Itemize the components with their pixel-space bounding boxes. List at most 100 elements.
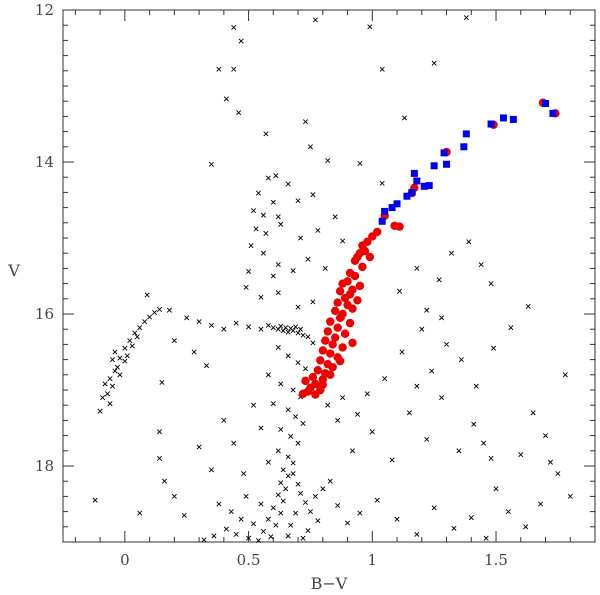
y-tick-label: 16 bbox=[35, 305, 54, 323]
circle-point bbox=[395, 222, 404, 231]
cross-point bbox=[181, 512, 187, 518]
cross-point bbox=[322, 265, 328, 271]
cross-point bbox=[156, 429, 163, 435]
cross-point bbox=[325, 402, 331, 408]
cross-point bbox=[263, 131, 269, 137]
cross-point bbox=[468, 515, 474, 521]
cross-point bbox=[137, 325, 143, 331]
circle-point bbox=[368, 232, 377, 241]
x-tick-label: 1 bbox=[368, 551, 378, 569]
cross-point bbox=[270, 273, 276, 279]
cross-point bbox=[302, 366, 309, 372]
cross-point bbox=[241, 471, 247, 477]
x-axis-label: B−V bbox=[311, 574, 348, 593]
cross-point bbox=[374, 497, 380, 503]
circle-point bbox=[335, 287, 345, 296]
cross-point bbox=[275, 344, 281, 350]
cross-point bbox=[246, 268, 252, 274]
square-point bbox=[499, 114, 507, 122]
cross-point bbox=[439, 395, 445, 401]
square-point bbox=[460, 143, 468, 151]
cross-point bbox=[156, 455, 163, 461]
cross-point bbox=[270, 505, 276, 511]
cross-point bbox=[201, 537, 207, 543]
cross-point bbox=[196, 444, 202, 450]
cross-point bbox=[233, 320, 239, 326]
cross-point bbox=[265, 459, 271, 465]
cross-point bbox=[307, 144, 313, 150]
circle-point bbox=[321, 336, 330, 345]
cross-point bbox=[191, 349, 197, 355]
cross-point bbox=[332, 214, 338, 220]
circle-point bbox=[318, 380, 328, 389]
cross-point bbox=[268, 534, 274, 540]
x-tick-labels: 0 0.5 1 1.5 bbox=[120, 551, 508, 569]
cross-point bbox=[471, 421, 477, 427]
cross-point bbox=[295, 440, 301, 446]
cross-point bbox=[444, 341, 450, 347]
cross-point bbox=[508, 325, 514, 331]
cross-point bbox=[231, 440, 237, 446]
square-point bbox=[425, 182, 433, 190]
cross-point bbox=[258, 294, 264, 300]
cross-point bbox=[305, 256, 311, 262]
cross-point bbox=[340, 395, 346, 401]
cross-point bbox=[278, 510, 284, 516]
y-tick-labels: 12 14 16 18 bbox=[35, 1, 54, 475]
y-tick-label: 14 bbox=[35, 153, 54, 171]
cross-point bbox=[310, 299, 316, 305]
circle-point bbox=[298, 389, 308, 398]
cross-point bbox=[369, 429, 375, 435]
cross-point bbox=[290, 387, 296, 393]
cross-point bbox=[251, 521, 257, 527]
cross-point bbox=[260, 250, 266, 256]
cross-point bbox=[100, 395, 106, 401]
cross-point bbox=[273, 522, 279, 528]
cross-point bbox=[246, 535, 252, 541]
cross-point bbox=[302, 499, 309, 505]
cross-point bbox=[478, 262, 484, 268]
cross-point bbox=[278, 427, 284, 433]
cross-point bbox=[124, 353, 130, 359]
cross-point bbox=[275, 290, 281, 296]
circle-point bbox=[355, 281, 365, 291]
cross-point bbox=[231, 24, 237, 30]
axis-ticks bbox=[63, 9, 596, 543]
cross-point bbox=[270, 199, 276, 205]
circle-point bbox=[308, 372, 318, 382]
data-points bbox=[92, 15, 573, 543]
circle-point bbox=[335, 313, 345, 322]
cross-point bbox=[315, 227, 321, 233]
cross-point bbox=[97, 408, 103, 414]
circle-point bbox=[338, 279, 347, 288]
cross-point bbox=[414, 531, 420, 537]
cross-point bbox=[238, 516, 244, 522]
cross-point bbox=[419, 326, 425, 332]
cross-point bbox=[367, 24, 373, 30]
cross-point bbox=[298, 490, 304, 496]
cross-point bbox=[298, 235, 304, 241]
cross-point bbox=[448, 250, 455, 256]
cross-point bbox=[320, 486, 326, 492]
square-point bbox=[542, 99, 550, 107]
cross-point bbox=[258, 501, 264, 507]
cross-point bbox=[265, 322, 271, 328]
cross-point bbox=[265, 175, 271, 181]
cross-point bbox=[285, 454, 291, 460]
cross-point bbox=[114, 364, 120, 370]
circle-point bbox=[323, 327, 332, 336]
cross-point bbox=[288, 433, 294, 439]
cross-point bbox=[463, 15, 469, 21]
cross-point bbox=[132, 330, 138, 336]
cross-point bbox=[211, 533, 217, 539]
square-point bbox=[381, 207, 389, 215]
cross-point bbox=[105, 391, 111, 397]
cross-point bbox=[290, 268, 296, 274]
cross-point bbox=[109, 383, 116, 389]
circle-point bbox=[353, 296, 362, 305]
circle-point bbox=[330, 333, 340, 342]
cross-point bbox=[251, 208, 257, 214]
cross-point bbox=[505, 509, 511, 515]
square-point bbox=[443, 160, 451, 168]
cross-point bbox=[216, 501, 222, 507]
